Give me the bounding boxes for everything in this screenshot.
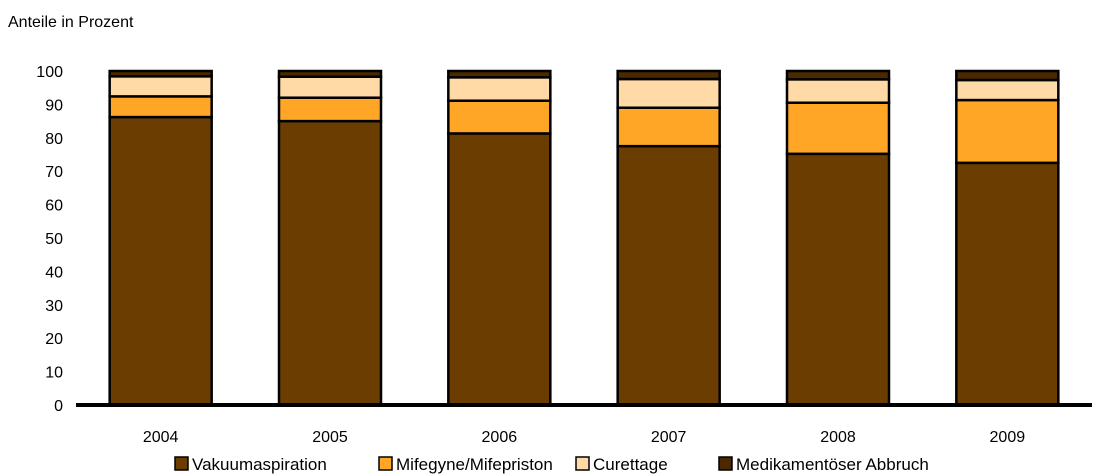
bar-segment bbox=[277, 96, 383, 123]
bar-segment bbox=[785, 101, 891, 156]
y-tick-label: 30 bbox=[45, 298, 63, 315]
x-tick-label: 2005 bbox=[312, 429, 348, 446]
legend-label: Curettage bbox=[593, 455, 668, 474]
bar-segment bbox=[955, 69, 1060, 82]
bar-segment bbox=[108, 69, 213, 78]
legend-swatch bbox=[378, 456, 393, 471]
y-tick-label: 90 bbox=[45, 97, 63, 114]
y-tick-label: 70 bbox=[45, 164, 63, 181]
bar-segment bbox=[785, 152, 891, 407]
bar-segment bbox=[616, 77, 721, 109]
legend: Vakuumaspiration Mifegyne/Mifepriston Cure… bbox=[174, 455, 929, 474]
y-tick-label: 60 bbox=[45, 198, 63, 215]
bar-segment bbox=[785, 69, 891, 81]
legend-label: Medikamentöser Abbruch bbox=[736, 455, 929, 474]
legend-swatch bbox=[174, 456, 189, 471]
legend-label: Vakuumaspiration bbox=[192, 455, 327, 474]
x-tick-label: 2006 bbox=[482, 429, 518, 446]
bar-segment bbox=[616, 69, 721, 81]
bar-segment bbox=[108, 75, 213, 98]
y-tick-label: 0 bbox=[54, 398, 63, 415]
bar-segment bbox=[447, 76, 552, 102]
y-tick-label: 80 bbox=[45, 131, 63, 148]
bar-segment bbox=[447, 69, 552, 79]
bar-segment bbox=[108, 115, 213, 407]
bar-segment bbox=[616, 106, 721, 148]
bar-segment bbox=[277, 119, 383, 407]
y-tick-label: 100 bbox=[36, 64, 63, 81]
y-tick-label: 40 bbox=[45, 264, 63, 281]
bar-segment bbox=[277, 75, 383, 99]
legend-swatch bbox=[575, 456, 590, 471]
bar-segment bbox=[785, 78, 891, 104]
x-tick-label: 2007 bbox=[651, 429, 687, 446]
y-axis-label: Anteile in Prozent bbox=[8, 14, 134, 31]
x-tick-label: 2008 bbox=[820, 429, 856, 446]
bar-segment bbox=[447, 99, 552, 135]
legend-label: Mifegyne/Mifepriston bbox=[396, 455, 553, 474]
bar-segment bbox=[955, 98, 1060, 165]
bar-segment bbox=[277, 69, 383, 78]
bar-segment bbox=[447, 132, 552, 407]
x-tick-label: 2009 bbox=[990, 429, 1026, 446]
bar-segment bbox=[955, 161, 1060, 407]
bar-segment bbox=[616, 144, 721, 407]
bar-segment bbox=[955, 78, 1060, 102]
y-tick-label: 20 bbox=[45, 331, 63, 348]
x-tick-label: 2004 bbox=[143, 429, 179, 446]
legend-swatch bbox=[718, 456, 733, 471]
bar-segment bbox=[108, 95, 213, 119]
y-tick-label: 10 bbox=[45, 365, 63, 382]
y-tick-label: 50 bbox=[45, 231, 63, 248]
